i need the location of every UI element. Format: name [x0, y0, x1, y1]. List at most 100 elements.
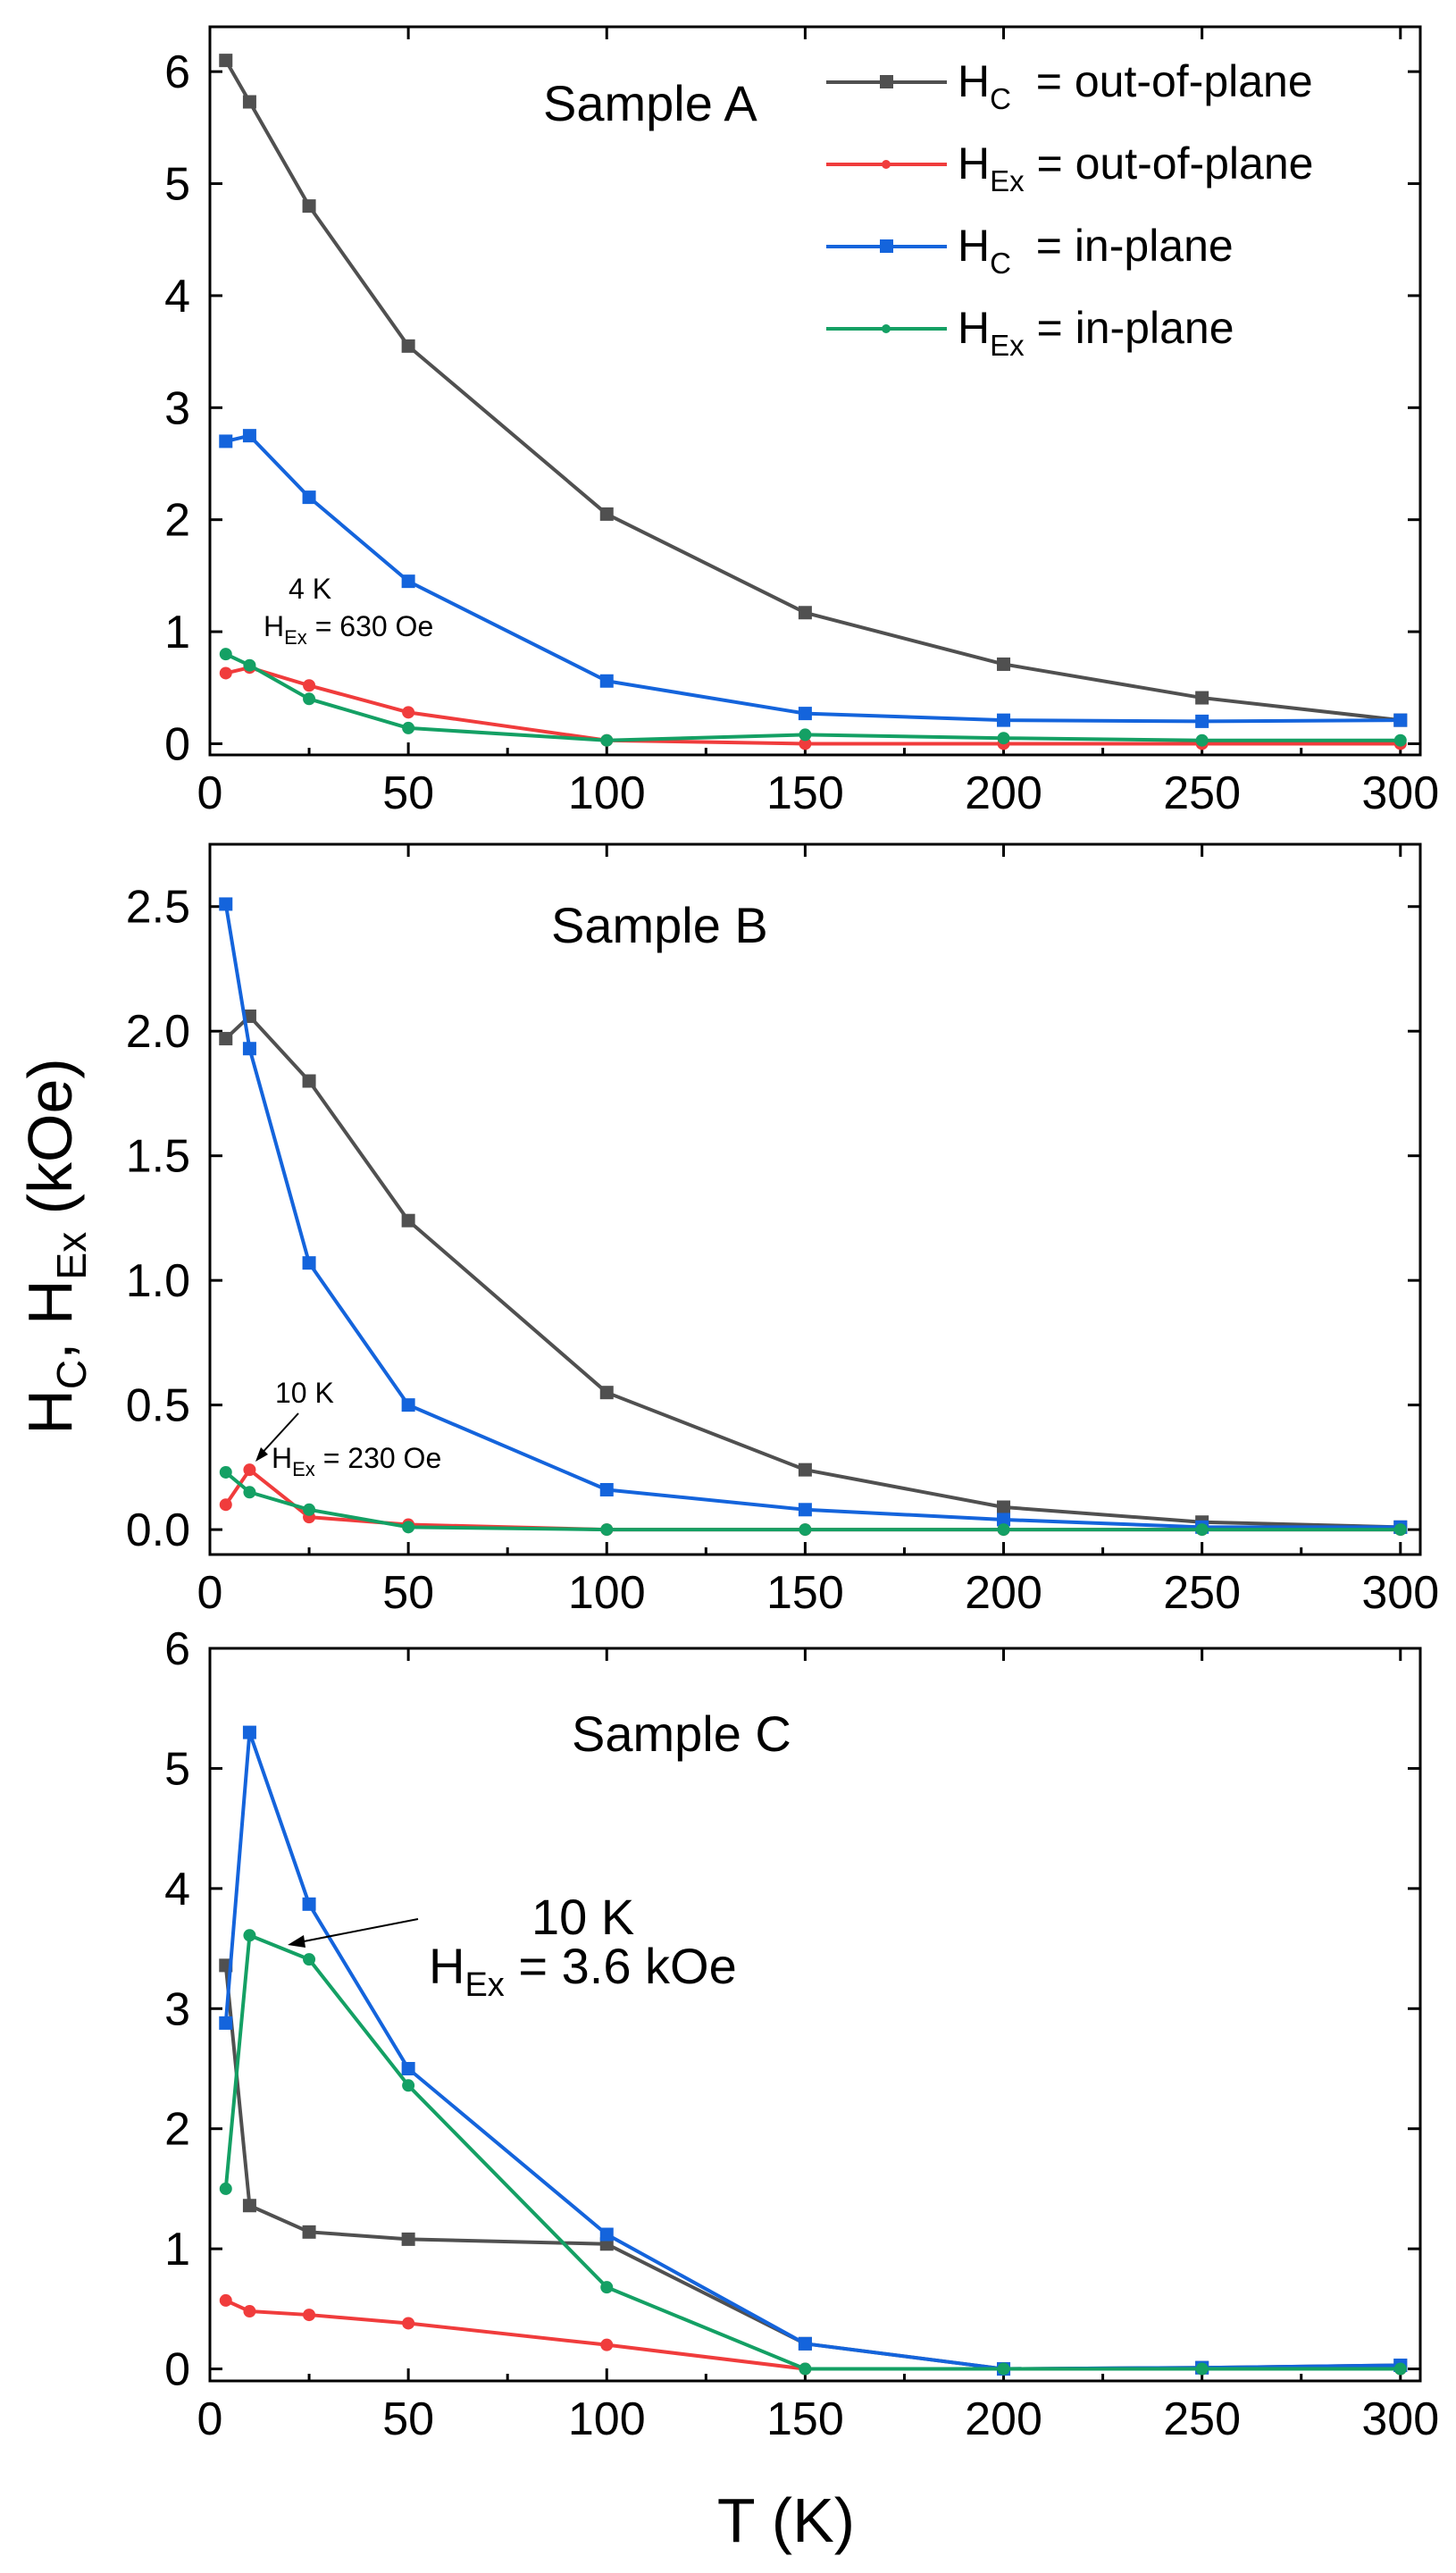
panel-a-title: Sample A: [543, 75, 757, 131]
panel-c-x-tick-label: 100: [568, 2393, 646, 2445]
panel-c-point-hex-in-plane: [243, 1929, 256, 1942]
panel-b-point-hex-in-plane: [402, 1521, 415, 1534]
panel-a-x-tick-label: 250: [1163, 767, 1241, 819]
legend-marker-hc-in-plane: [880, 239, 893, 253]
panel-b-point-hc-out-of-plane: [599, 1386, 614, 1400]
panel-c-point-hc-in-plane: [302, 1897, 316, 1911]
panel-c-series-line-hc-out-of-plane: [223, 1965, 1401, 2371]
panel-b-point-hc-in-plane: [599, 1482, 614, 1496]
legend-item-hex-in-plane: HEx = in-plane: [826, 303, 1234, 362]
panel-a-x-tick-label: 0: [197, 767, 223, 819]
panel-c-point-hex-in-plane: [402, 2079, 415, 2092]
panel-a-point-hex-in-plane: [402, 721, 415, 734]
panel-a-y-tick-label: 6: [164, 46, 190, 98]
panel-c-point-hc-in-plane: [242, 1725, 256, 1739]
panel-b-x-tick-label: 250: [1163, 1567, 1241, 1619]
panel-c-x-tick-label: 50: [382, 2393, 434, 2445]
panel-a-point-hex-out-of-plane: [219, 666, 232, 680]
panel-b-annotation-arrow: [258, 1412, 299, 1457]
panel-c-point-hc-in-plane: [599, 2227, 614, 2242]
x-axis-title: T (K): [717, 2485, 855, 2555]
panel-c-point-hc-out-of-plane: [302, 2225, 316, 2239]
panel-b-y-tick-label: 2.0: [126, 1006, 190, 1058]
panel-b-point-hc-in-plane: [242, 1042, 256, 1056]
panel-b-point-hc-in-plane: [997, 1513, 1011, 1527]
panel-b-point-hex-in-plane: [997, 1523, 1010, 1537]
panel-sample-c: 0 50 100 150 200 250 300 0 1 2 3 4 5 6 Sample C 10 K …: [164, 1623, 1439, 2555]
panel-b-point-hex-in-plane: [303, 1503, 316, 1516]
panel-c-series-line-hex-in-plane: [223, 1933, 1401, 2371]
panel-c-point-hex-in-plane: [799, 2362, 812, 2376]
panel-a-point-hex-out-of-plane: [799, 737, 812, 750]
panel-c-point-hex-in-plane: [997, 2362, 1010, 2376]
panel-a-point-hc-out-of-plane: [219, 54, 233, 68]
panel-c-point-hex-in-plane: [219, 2182, 232, 2195]
panel-b-point-hc-out-of-plane: [219, 1032, 233, 1046]
panel-c-point-hex-in-plane: [303, 1953, 316, 1966]
panel-a-frame: [208, 25, 1422, 757]
panel-c-y-tick-label: 6: [164, 1623, 190, 1675]
panel-b-point-hc-in-plane: [219, 897, 233, 911]
panel-a-y-tick-label: 0: [164, 718, 190, 770]
panel-a-point-hex-in-plane: [1195, 733, 1209, 747]
panel-b-x-tick-label: 300: [1361, 1567, 1439, 1619]
panel-b-point-hex-in-plane: [600, 1523, 614, 1537]
panel-b-point-hc-out-of-plane: [997, 1500, 1011, 1514]
panel-c-series-line-hc-in-plane: [223, 1731, 1401, 2371]
panel-a-point-hc-in-plane: [997, 713, 1011, 727]
panel-a-point-hc-in-plane: [599, 674, 614, 688]
panel-c-point-hex-out-of-plane: [402, 2317, 415, 2330]
panel-a-point-hc-in-plane: [242, 429, 256, 443]
panel-b-point-hex-in-plane: [1195, 1523, 1209, 1537]
panel-b-point-hex-out-of-plane: [219, 1498, 232, 1512]
panel-c-point-hc-in-plane: [219, 2016, 233, 2030]
panel-sample-a: 0 50 100 150 200 250 300 0 1 2 3 4 5 6 Sample A HC = …: [164, 25, 1439, 819]
panel-b-y-tick-label: 1.5: [126, 1131, 190, 1183]
panel-a-point-hc-out-of-plane: [997, 657, 1011, 671]
panel-a-point-hc-in-plane: [302, 490, 316, 505]
legend-marker-hex-in-plane: [882, 324, 891, 333]
panel-b-arrowhead: [255, 1447, 268, 1462]
panel-c-series: [219, 1725, 1408, 2376]
panel-b-x-tick-label: 50: [382, 1567, 434, 1619]
panel-a-y-tick-label: 2: [164, 495, 190, 547]
panel-b-point-hc-out-of-plane: [798, 1463, 812, 1477]
panel-a-point-hex-in-plane: [600, 733, 614, 747]
panel-c-point-hc-out-of-plane: [242, 2199, 256, 2213]
panel-a-y-tick-label: 1: [164, 607, 190, 658]
panel-c-y-tick-label: 3: [164, 1983, 190, 2035]
panel-sample-b: 0 50 100 150 200 250 300 0.0 0.5 1.0 1.5 2.0 2.5 Sam…: [126, 842, 1439, 1619]
panel-b-series-line-hex-out-of-plane: [224, 1468, 1401, 1532]
panel-a-y-tick-label: 4: [164, 271, 190, 323]
panel-b-point-hc-out-of-plane: [302, 1074, 316, 1088]
panel-a-point-hc-in-plane: [219, 434, 233, 448]
panel-c-point-hex-out-of-plane: [600, 2338, 614, 2351]
panel-c-arrowhead: [288, 1935, 305, 1948]
panel-a-annotation-value: HEx = 630 Oe: [264, 610, 433, 649]
panel-a-x-tick-label: 50: [382, 767, 434, 819]
panel-c-x-tick-label: 300: [1361, 2393, 1439, 2445]
panel-c-title: Sample C: [572, 1706, 791, 1762]
panel-a-ticks: 0 50 100 150 200 250 300 0 1 2 3 4 5 6: [164, 27, 1439, 819]
panel-c-point-hc-in-plane: [401, 2061, 415, 2075]
panel-a-point-hc-in-plane: [1393, 713, 1408, 727]
panel-b-x-tick-label: 150: [766, 1567, 844, 1619]
legend-item-hc-out-of-plane: HC = out-of-plane: [826, 56, 1313, 115]
panel-b-point-hc-in-plane: [798, 1503, 812, 1517]
panel-a-annotation: 4 K HEx = 630 Oe: [264, 573, 433, 649]
panel-b-point-hex-in-plane: [1393, 1523, 1407, 1537]
panel-c-frame: [208, 1647, 1422, 2383]
panel-a-y-tick-label: 3: [164, 382, 190, 434]
panel-b-x-tick-label: 100: [568, 1567, 646, 1619]
panel-a-series-line-hex-out-of-plane: [225, 666, 1401, 746]
legend-marker-hc-out-of-plane: [880, 75, 893, 88]
panel-c-point-hex-in-plane: [600, 2281, 614, 2294]
panel-a-point-hc-in-plane: [798, 707, 812, 721]
panel-b-ticks: 0 50 100 150 200 250 300 0.0 0.5 1.0 1.5 2.0 2.5: [126, 844, 1439, 1619]
panel-b-annotation-temp: 10 K: [275, 1377, 334, 1409]
panel-a-y-tick-label: 5: [164, 159, 190, 211]
panel-a-x-tick-label: 200: [965, 767, 1042, 819]
panel-a-point-hc-out-of-plane: [798, 606, 812, 620]
legend-label-hex-out-of-plane: HEx = out-of-plane: [958, 138, 1313, 197]
panel-b-point-hc-in-plane: [401, 1398, 415, 1412]
